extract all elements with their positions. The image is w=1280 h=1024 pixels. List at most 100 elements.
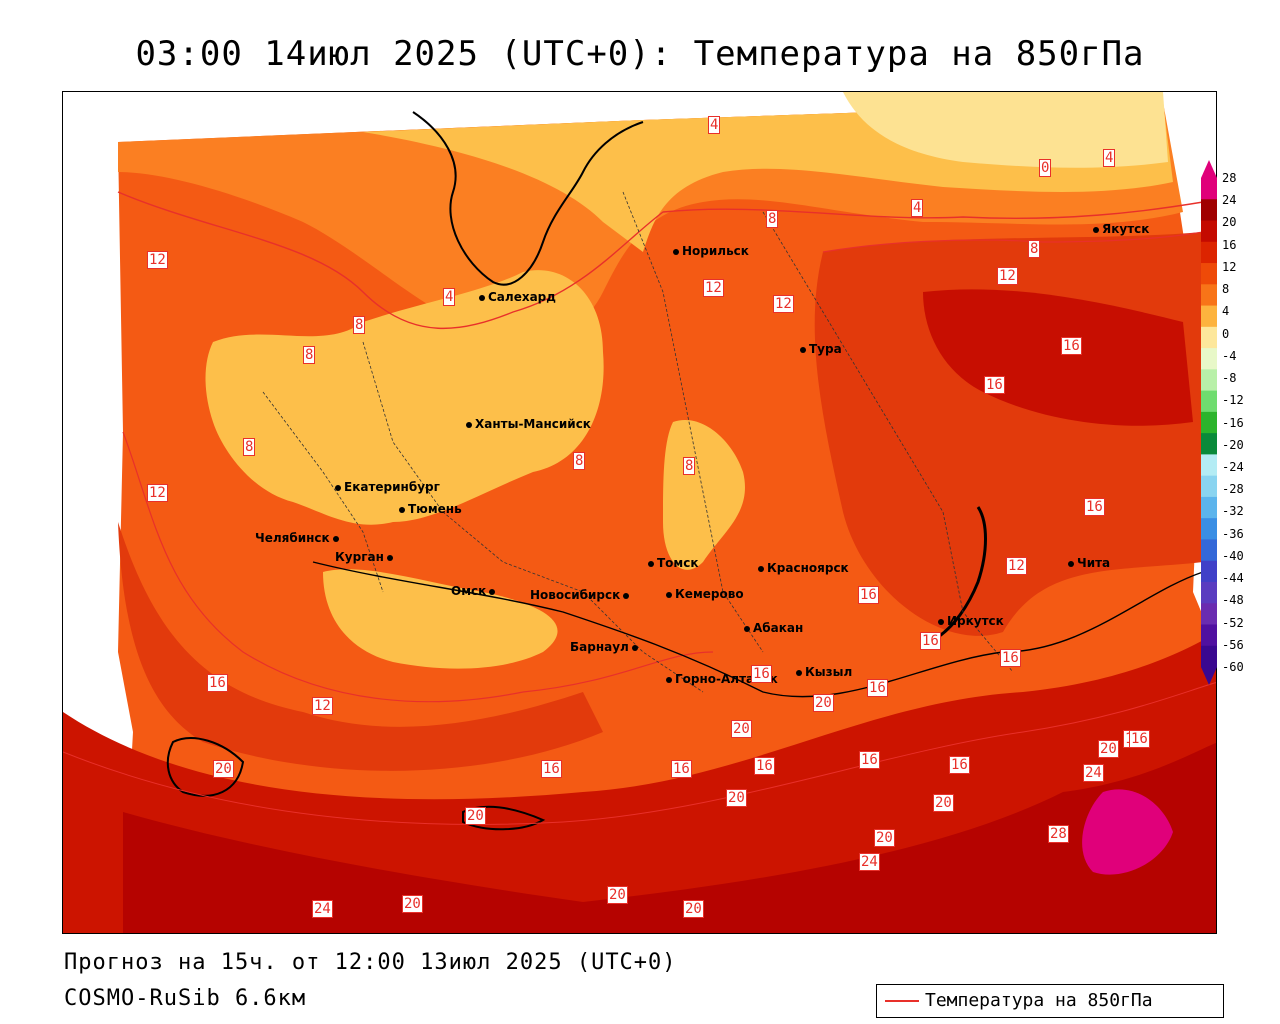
contour-label: 24	[859, 853, 880, 871]
contour-label: 20	[726, 789, 747, 807]
colorbar-segment	[1201, 390, 1217, 413]
city-dot	[466, 421, 472, 428]
country-border	[312, 561, 1204, 698]
admin-boundary	[762, 211, 1014, 673]
city-dot	[666, 591, 672, 598]
colorbar-segment	[1201, 411, 1217, 434]
temp-zone-28	[1082, 789, 1173, 875]
model-name: COSMO-RuSib 6.6км	[64, 986, 307, 1011]
arctic-coastline	[412, 111, 644, 286]
colorbar-tick-label: -56	[1222, 637, 1244, 652]
city-label: Салехард	[479, 291, 556, 303]
city-label: Омск	[451, 585, 498, 597]
colorbar-segment	[1201, 348, 1217, 370]
contour-label: 12	[997, 267, 1018, 285]
colorbar-tick-label: 12	[1222, 259, 1237, 274]
city-dot	[666, 676, 672, 683]
colorbar-segment	[1201, 178, 1217, 200]
city-dot	[744, 625, 750, 632]
contour-line-12	[122, 431, 714, 703]
city-dot	[1093, 226, 1099, 233]
contour-line-8	[117, 191, 1204, 329]
contour-label: 12	[147, 484, 168, 502]
city-label: Якутск	[1093, 223, 1149, 235]
colorbar-tick-label: -36	[1222, 526, 1244, 541]
contour-label: 20	[465, 807, 486, 825]
contour-label: 20	[1098, 740, 1119, 758]
colorbar-tick-label: -44	[1222, 571, 1244, 586]
city-dot	[800, 346, 806, 353]
contour-label: 12	[1006, 557, 1027, 575]
colorbar-tick-label: -60	[1222, 660, 1244, 674]
contour-label: 16	[858, 586, 879, 604]
colorbar-segment	[1201, 433, 1217, 455]
admin-boundary	[262, 391, 384, 593]
colorbar-segment	[1201, 241, 1217, 264]
contour-label: 4	[911, 199, 924, 217]
contour-label: 16	[1129, 730, 1150, 748]
colorbar-tick-label: -4	[1222, 348, 1237, 363]
contour-label: 16	[751, 665, 772, 683]
caspian-outline	[166, 737, 245, 797]
city-dot	[489, 588, 496, 595]
contour-label: 24	[1083, 764, 1104, 782]
colorbar-segment	[1201, 199, 1217, 222]
city-label: Тура	[800, 343, 842, 355]
contour-line-16	[822, 231, 1204, 253]
map-title: 03:00 14июл 2025 (UTC+0): Температура на…	[135, 34, 1145, 74]
city-dot	[335, 484, 341, 491]
contour-label: 16	[867, 679, 888, 697]
contour-label: 12	[147, 251, 168, 269]
colorbar-segment	[1201, 284, 1217, 307]
colorbar-tick-label: 4	[1222, 304, 1230, 319]
contour-label: 20	[813, 694, 834, 712]
forecast-info: Прогноз на 15ч. от 12:00 13июл 2025 (UTC…	[64, 950, 677, 975]
city-dot	[631, 644, 638, 651]
city-label: Ханты-Мансийск	[466, 418, 591, 430]
colorbar-segment	[1201, 263, 1217, 285]
contour-label: 20	[683, 900, 704, 918]
city-dot	[1068, 560, 1074, 567]
contour-label: 16	[920, 632, 941, 650]
colorbar-segment	[1201, 475, 1217, 498]
contour-label: 8	[766, 210, 779, 228]
colorbar-tick-label: 20	[1222, 215, 1237, 230]
colorbar-tick-label: -20	[1222, 437, 1244, 452]
city-label: Чита	[1068, 557, 1110, 569]
city-label: Новосибирск	[530, 589, 632, 601]
city-label: Екатеринбург	[335, 481, 440, 493]
contour-label: 16	[671, 760, 692, 778]
city-dot	[332, 535, 339, 542]
temp-zone-minus4-north	[843, 92, 1168, 168]
temp-zone-8-south	[323, 569, 558, 669]
colorbar-tick-label: 16	[1222, 237, 1237, 252]
contour-label: 4	[1103, 149, 1116, 167]
contour-label: 8	[573, 452, 586, 470]
city-label: Иркутск	[938, 615, 1004, 627]
colorbar-tick-label: -12	[1222, 393, 1244, 408]
city-dot	[648, 560, 654, 567]
contour-label: 20	[213, 760, 234, 778]
contour-label: 20	[874, 829, 895, 847]
colorbar-tick-label: -48	[1222, 593, 1244, 608]
colorbar-tick-label: 8	[1222, 282, 1230, 297]
colorbar-segment	[1201, 326, 1217, 349]
color-scale-bar	[1201, 160, 1217, 685]
colorbar-segment	[1201, 518, 1217, 540]
colorbar-tick-label: 24	[1222, 193, 1237, 208]
city-dot	[758, 565, 764, 572]
colorbar-top-arrow	[1201, 160, 1217, 178]
colorbar-bottom-arrow	[1201, 667, 1217, 685]
city-dot	[399, 506, 405, 513]
city-dot	[623, 592, 630, 599]
contour-label: 16	[949, 756, 970, 774]
city-label: Челябинск	[255, 532, 342, 544]
city-label: Красноярск	[758, 562, 849, 574]
contour-label: 16	[541, 760, 562, 778]
colorbar-tick-label: 28	[1222, 171, 1237, 185]
colorbar-segment	[1201, 581, 1217, 604]
colorbar-segment	[1201, 220, 1217, 243]
contour-label: 8	[1028, 240, 1041, 258]
contour-label: 12	[703, 279, 724, 297]
colorbar-tick-label: -8	[1222, 371, 1237, 386]
